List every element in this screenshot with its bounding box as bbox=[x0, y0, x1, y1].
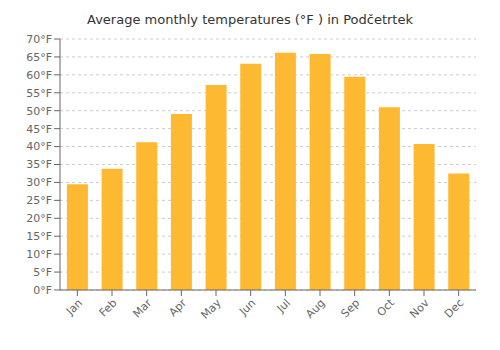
svg-text:Oct: Oct bbox=[374, 296, 397, 319]
svg-text:35°F: 35°F bbox=[26, 158, 52, 171]
svg-text:Nov: Nov bbox=[407, 296, 432, 321]
svg-text:40°F: 40°F bbox=[26, 140, 52, 153]
html-text:Average monthly temperatures (: Average monthly temperatures (°F ) in Po… bbox=[87, 12, 413, 27]
svg-text:70°F: 70°F bbox=[26, 33, 52, 46]
svg-text:30°F: 30°F bbox=[26, 176, 52, 189]
svg-text:Sep: Sep bbox=[338, 296, 362, 320]
svg-text:0°F: 0°F bbox=[33, 284, 52, 297]
svg-text:20°F: 20°F bbox=[26, 212, 52, 225]
svg-text:Dec: Dec bbox=[442, 296, 466, 320]
svg-text:15°F: 15°F bbox=[26, 230, 52, 243]
svg-text:50°F: 50°F bbox=[26, 105, 52, 118]
svg-text:65°F: 65°F bbox=[26, 51, 52, 64]
svg-text:Jul: Jul bbox=[274, 296, 293, 315]
svg-text:Feb: Feb bbox=[97, 296, 120, 319]
svg-text:25°F: 25°F bbox=[26, 194, 52, 207]
svg-text:60°F: 60°F bbox=[26, 69, 52, 82]
svg-text:5°F: 5°F bbox=[33, 266, 52, 279]
svg-text:Jan: Jan bbox=[63, 296, 85, 318]
svg-text:10°F: 10°F bbox=[26, 248, 52, 261]
svg-text:Mar: Mar bbox=[130, 296, 154, 320]
svg-text:Aug: Aug bbox=[303, 296, 327, 320]
svg-text:May: May bbox=[198, 296, 224, 322]
svg-text:45°F: 45°F bbox=[26, 123, 52, 136]
svg-text:Jun: Jun bbox=[236, 296, 258, 318]
svg-text:55°F: 55°F bbox=[26, 87, 52, 100]
svg-text:Apr: Apr bbox=[166, 296, 189, 319]
